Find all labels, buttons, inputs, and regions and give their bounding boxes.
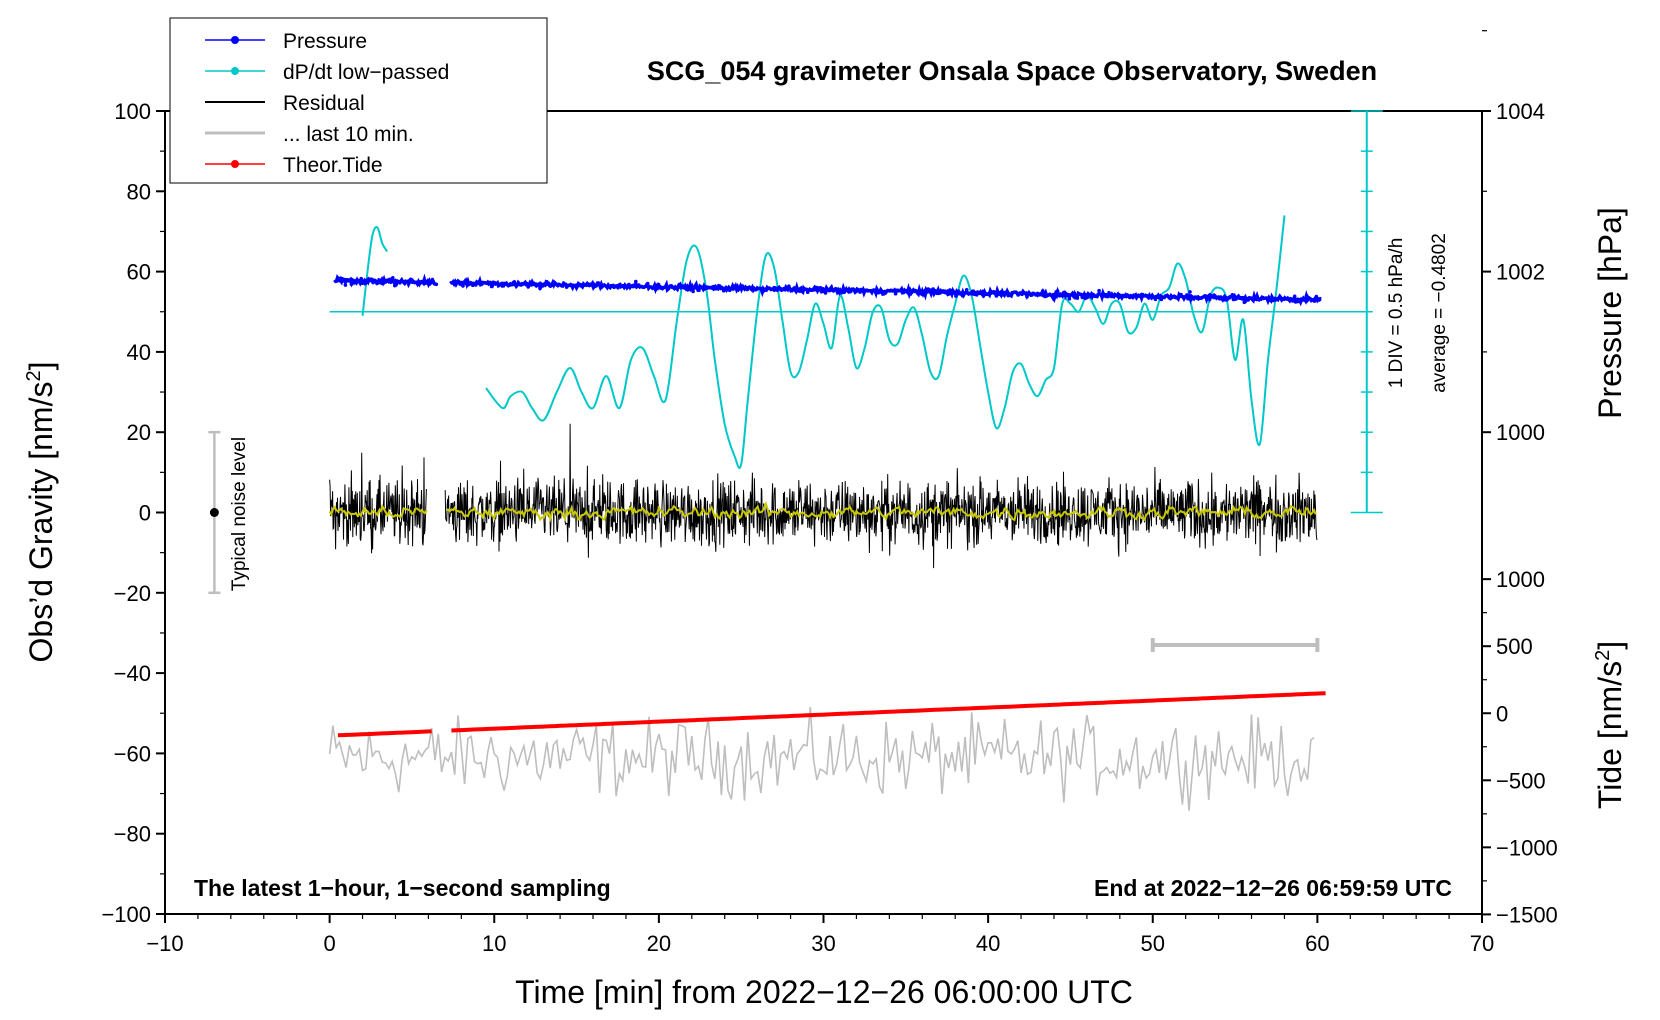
chart-title: SCG_054 gravimeter Onsala Space Observat… [647, 56, 1377, 86]
y-tick-label: −80 [114, 822, 151, 847]
average-label: average = −0.4802 [1429, 233, 1450, 393]
tide-axis-title-main: Tide [nm/s [1592, 661, 1628, 809]
x-tick-label: 30 [811, 931, 835, 956]
y-axis-title-sup: 2 [23, 370, 45, 381]
legend-marker-tide [231, 160, 239, 168]
residual-smoothed-line [328, 503, 428, 519]
x-tick-label: 50 [1141, 931, 1165, 956]
noise-level-label: Typical noise level [229, 437, 250, 591]
x-tick-label: 70 [1470, 931, 1494, 956]
sampling-note: The latest 1−hour, 1−second sampling [194, 875, 611, 901]
pressure-axis-title: Pressure [hPa] [1592, 207, 1628, 419]
residual-smoothed-line [446, 500, 1317, 523]
y-axis-title: Obs’d Gravity [nm/s2] [23, 362, 59, 663]
residual-line [444, 423, 1318, 569]
pressure-point [1097, 288, 1101, 293]
tide-tick-label: 500 [1496, 634, 1533, 659]
x-tick-label: 0 [324, 931, 336, 956]
y-tick-label: −20 [114, 581, 151, 606]
tide-tick-label: −1500 [1496, 902, 1558, 927]
pressure-point [1188, 290, 1192, 294]
y-tick-label: 60 [127, 260, 151, 285]
x-tick-label: 40 [976, 931, 1000, 956]
x-axis-title: Time [min] from 2022−12−26 06:00:00 UTC [515, 974, 1133, 1010]
legend-label-tide: Theor.Tide [283, 154, 383, 177]
legend-label-dpdt: dP/dt low−passed [283, 61, 449, 84]
y-axis-title-close: ] [23, 362, 59, 371]
tide-tick-label: 0 [1496, 701, 1508, 726]
pressure-line [333, 273, 438, 289]
legend-marker-pressure [231, 36, 239, 44]
x-tick-label: 20 [647, 931, 671, 956]
tide-line [337, 729, 432, 738]
y-tick-label: −100 [101, 902, 151, 927]
tide-axis-title-close: ] [1592, 641, 1628, 650]
y-tick-label: −60 [114, 741, 151, 766]
pressure-line [449, 275, 1322, 307]
legend-label-pressure: Pressure [283, 30, 367, 53]
x-tick-label: 10 [482, 931, 506, 956]
pressure-tick-label: 1004 [1496, 99, 1545, 124]
residual-line [329, 452, 427, 554]
div-label: 1 DIV = 0.5 hPa/h [1386, 238, 1407, 389]
y-tick-label: 0 [139, 501, 151, 526]
last-10-min-line [328, 707, 1315, 811]
y-tick-label: 20 [127, 420, 151, 445]
dpdt-line [485, 215, 1286, 469]
legend-label-last10: ... last 10 min. [283, 123, 414, 146]
tide-axis-title: Tide [nm/s2] [1592, 641, 1628, 809]
legend-marker-dpdt [231, 67, 239, 75]
tide-axis-title-sup: 2 [1592, 650, 1614, 661]
pressure-tick-label: 1000 [1496, 420, 1545, 445]
pressure-tick-label: 1002 [1496, 260, 1545, 285]
tide-line [451, 691, 1326, 733]
axis-layer: −10 0 10 20 30 40 50 60 70−100−80−60−40−20020406… [101, 30, 1558, 956]
end-time-note: End at 2022−12−26 06:59:59 UTC [1094, 875, 1452, 901]
y-tick-label: 40 [127, 340, 151, 365]
x-tick-label: −10 [146, 931, 183, 956]
y-tick-label: 80 [127, 179, 151, 204]
y-axis-title-main: Obs’d Gravity [nm/s [23, 382, 59, 663]
dpdt-line [361, 226, 389, 316]
tide-tick-label: −1000 [1496, 835, 1558, 860]
legend-box [169, 17, 548, 184]
y-tick-label: −40 [114, 661, 151, 686]
tide-tick-label: −500 [1496, 768, 1546, 793]
legend-label-residual: Residual [283, 92, 365, 115]
x-tick-label: 60 [1305, 931, 1329, 956]
tide-tick-label: 1000 [1496, 567, 1545, 592]
pressure-series [333, 273, 1322, 307]
noise-level-dot [209, 508, 219, 517]
series-layer [208, 110, 1383, 811]
legend: Pressure dP/dt low−passed Residual ... l… [169, 17, 548, 184]
y-tick-label: 100 [114, 99, 151, 124]
